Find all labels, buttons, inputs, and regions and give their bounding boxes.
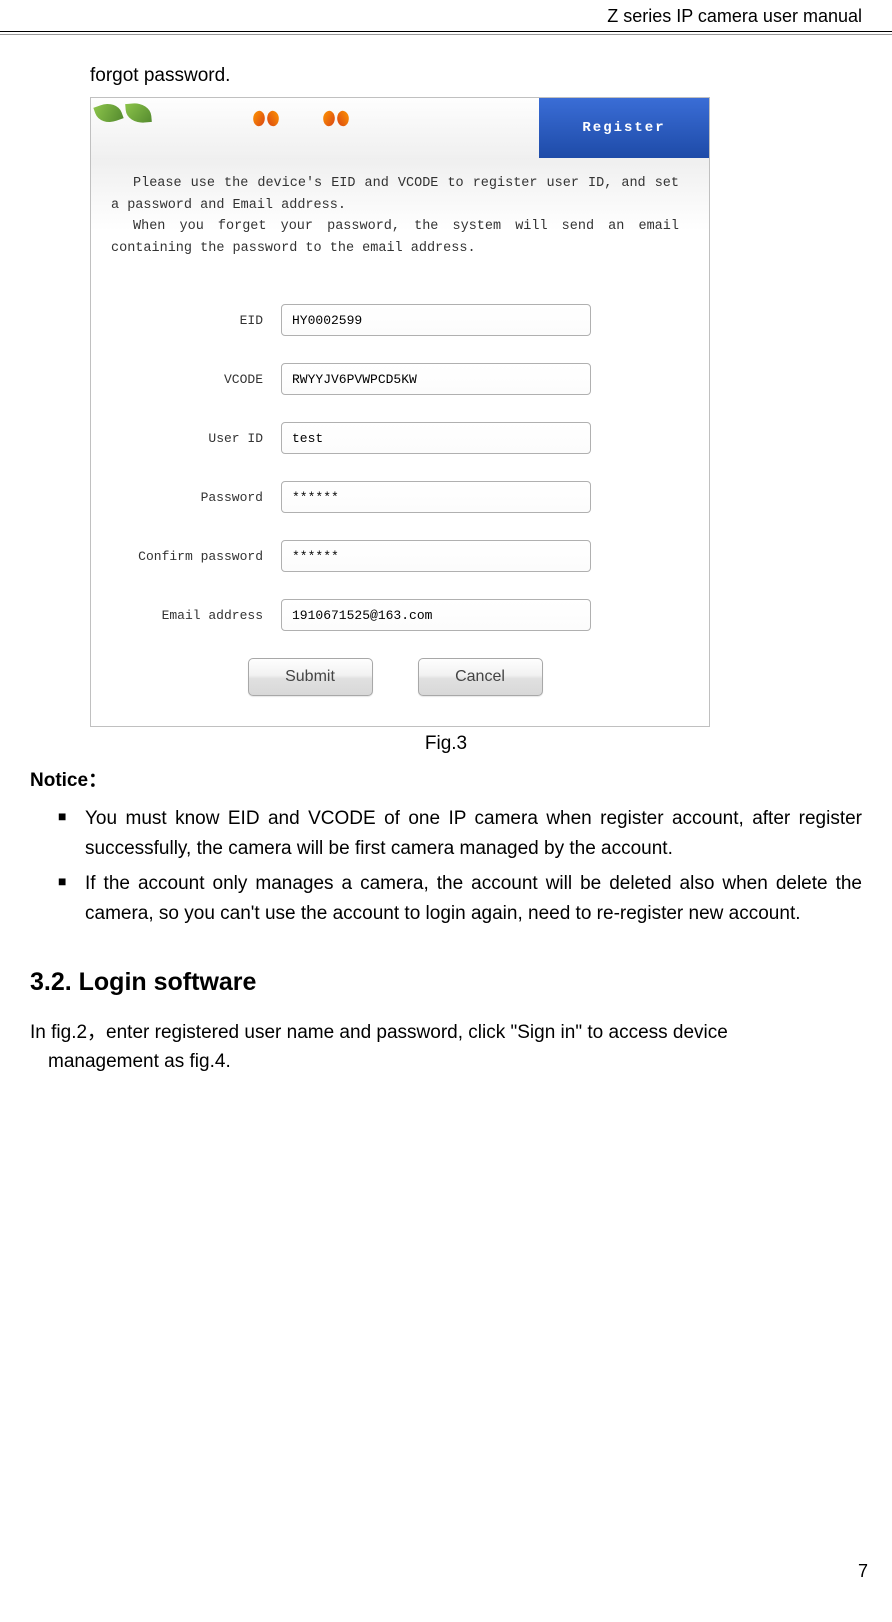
register-form: EID VCODE User ID Password Confirm passw…	[91, 279, 709, 726]
manual-title: Z series IP camera user manual	[607, 6, 862, 26]
instruction-para-2: When you forget your password, the syste…	[111, 216, 679, 259]
page-number: 7	[858, 1561, 868, 1582]
confirm-password-row: Confirm password	[111, 540, 679, 572]
forgot-password-text: forgot password.	[90, 65, 862, 87]
butterfly-icon	[321, 106, 351, 131]
eid-input[interactable]	[281, 304, 591, 336]
cancel-button[interactable]: Cancel	[418, 658, 543, 696]
email-input[interactable]	[281, 599, 591, 631]
email-row: Email address	[111, 599, 679, 631]
submit-button[interactable]: Submit	[248, 658, 373, 696]
page-header: Z series IP camera user manual	[0, 0, 892, 32]
register-dialog: Register Please use the device's EID and…	[90, 97, 710, 727]
leaf-icon	[93, 99, 123, 126]
confirm-password-label: Confirm password	[111, 549, 281, 564]
button-row: Submit Cancel	[111, 658, 679, 696]
eid-label: EID	[111, 313, 281, 328]
password-input[interactable]	[281, 481, 591, 513]
login-paragraph-line2: management as fig.4.	[30, 1048, 862, 1077]
leaves-decoration	[96, 103, 151, 123]
notice-bullet-2: If the account only manages a camera, th…	[30, 869, 862, 928]
login-paragraph-line1: In fig.2，enter registered user name and …	[30, 1019, 862, 1048]
vcode-row: VCODE	[111, 363, 679, 395]
email-label: Email address	[111, 608, 281, 623]
butterfly-icon	[251, 106, 281, 131]
userid-row: User ID	[111, 422, 679, 454]
figure-caption: Fig.3	[30, 733, 862, 755]
instruction-para-1: Please use the device's EID and VCODE to…	[111, 173, 679, 216]
vcode-label: VCODE	[111, 372, 281, 387]
section-heading: 3.2. Login software	[30, 968, 862, 997]
register-title: Register	[539, 98, 709, 158]
confirm-password-input[interactable]	[281, 540, 591, 572]
butterflies-decoration	[251, 106, 351, 131]
userid-input[interactable]	[281, 422, 591, 454]
leaf-icon	[125, 102, 152, 124]
notice-list: You must know EID and VCODE of one IP ca…	[30, 804, 862, 928]
register-banner: Register	[91, 98, 709, 158]
notice-title: Notice：	[30, 765, 862, 792]
instruction-text: Please use the device's EID and VCODE to…	[91, 158, 709, 279]
password-row: Password	[111, 481, 679, 513]
password-label: Password	[111, 490, 281, 505]
userid-label: User ID	[111, 431, 281, 446]
vcode-input[interactable]	[281, 363, 591, 395]
notice-bullet-1: You must know EID and VCODE of one IP ca…	[30, 804, 862, 863]
eid-row: EID	[111, 304, 679, 336]
page-content: forgot password. Register Please use the…	[0, 35, 892, 1076]
